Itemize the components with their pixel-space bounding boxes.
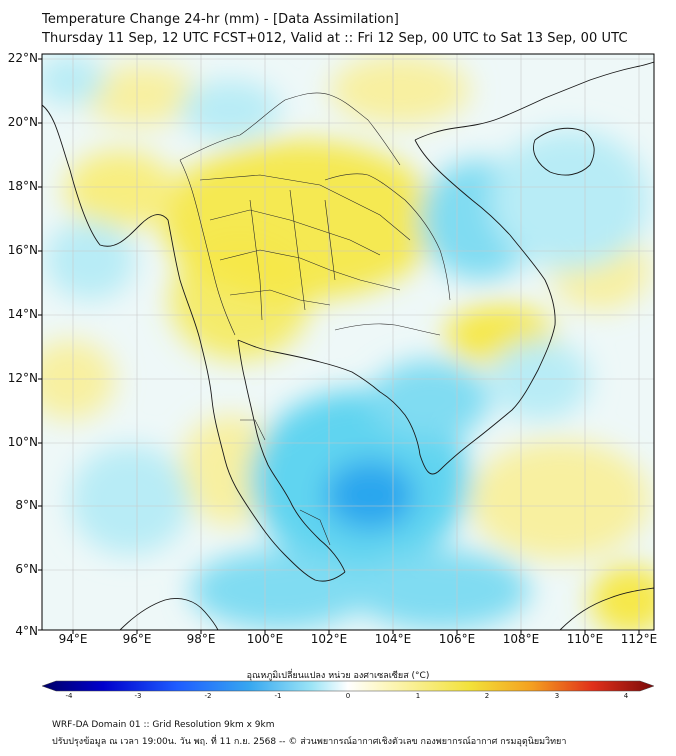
colorbar-tick: 3 (554, 692, 560, 700)
lat-label: 20°N (7, 115, 38, 129)
lat-label: 22°N (7, 51, 38, 65)
footer-update-info: ปรับปรุงข้อมูล ณ เวลา 19:00น. วัน พฤ. ที… (52, 737, 567, 747)
lon-label: 102°E (310, 632, 348, 646)
lon-label: 108°E (502, 632, 540, 646)
chart-subtitle: Thursday 11 Sep, 12 UTC FCST+012, Valid … (42, 31, 628, 46)
lat-label: 18°N (7, 179, 38, 193)
lat-label: 14°N (7, 307, 38, 321)
colorbar-tick: 1 (415, 692, 421, 700)
lon-label: 106°E (438, 632, 476, 646)
borders (179, 92, 451, 546)
lon-label: 112°E (620, 632, 658, 646)
colorbar-tick: -3 (134, 692, 142, 700)
lat-label: 10°N (7, 435, 38, 449)
lon-label: 98°E (186, 632, 216, 646)
colorbar (41, 680, 655, 692)
lon-label: 110°E (566, 632, 604, 646)
chart-title: Temperature Change 24-hr (mm) - [Data As… (42, 12, 399, 27)
axis-ticks (38, 58, 640, 634)
lat-label: 12°N (7, 371, 38, 385)
lat-label: 6°N (15, 562, 38, 576)
coastlines (42, 61, 654, 630)
colorbar-tick: -4 (65, 692, 73, 700)
colorbar-tick: 2 (484, 692, 490, 700)
colorbar-tick: 0 (345, 692, 351, 700)
map-frame (41, 53, 655, 631)
colorbar-tick: -2 (204, 692, 212, 700)
colorbar-tick: 4 (623, 692, 629, 700)
temperature-field (42, 54, 654, 630)
colorbar-tick: -1 (274, 692, 282, 700)
lat-label: 16°N (7, 243, 38, 257)
lon-label: 100°E (246, 632, 284, 646)
lon-label: 94°E (58, 632, 88, 646)
colorbar-gradient (41, 680, 655, 692)
gridlines (42, 54, 654, 631)
footer-model-info: WRF-DA Domain 01 :: Grid Resolution 9km … (52, 720, 275, 730)
lon-label: 104°E (374, 632, 412, 646)
lat-label: 4°N (15, 624, 38, 638)
lon-label: 96°E (122, 632, 152, 646)
lat-label: 8°N (15, 498, 38, 512)
colorbar-title: อุณหภูมิเปลี่ยนแปลง หน่วย องศาเซลเซียส (… (246, 671, 430, 681)
